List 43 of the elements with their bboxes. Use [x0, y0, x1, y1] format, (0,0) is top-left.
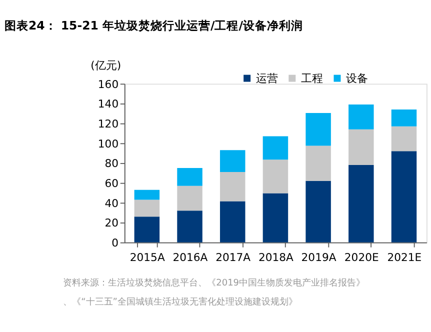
- bar: [220, 172, 246, 202]
- bar: [306, 112, 331, 146]
- bar: [262, 136, 288, 160]
- x-tick-label: 2020E: [344, 250, 379, 264]
- x-tick-label: 2019A: [301, 250, 337, 264]
- bar: [177, 186, 202, 211]
- legend-label: 运营: [256, 72, 278, 85]
- x-tick-label: 2021E: [387, 250, 422, 264]
- y-tick-label: 0: [112, 236, 119, 250]
- bar: [348, 165, 374, 242]
- bar: [348, 129, 374, 166]
- text: 资料来源：生活垃圾焚烧信息平台、《2019中国生物质发电产业排名报告》、《“十三五”全国城镇生活垃圾无害化处理设施建设规划》: [63, 278, 366, 308]
- y-tick-label: 80: [104, 157, 119, 170]
- bar: [348, 104, 374, 130]
- y-tick-label: 40: [104, 196, 119, 210]
- bar: [134, 216, 160, 242]
- x-tick-label: 2015A: [130, 250, 166, 264]
- y-axis-title: (亿元): [90, 58, 122, 72]
- bar: [391, 109, 417, 126]
- bar: [306, 146, 331, 181]
- y-tick-label: 100: [98, 137, 119, 150]
- y-tick-label: 140: [98, 98, 119, 111]
- bar: [177, 210, 202, 242]
- y-tick-label: 60: [104, 176, 119, 190]
- y-tick-label: 20: [104, 216, 119, 230]
- bar: [262, 193, 288, 242]
- x-tick-label: 2016A: [172, 250, 208, 264]
- bar: [306, 180, 331, 242]
- bar: [262, 160, 288, 194]
- bar: [220, 150, 246, 172]
- bar: [134, 190, 160, 200]
- y-tick-label: 160: [98, 78, 119, 91]
- y-tick-label: 120: [98, 117, 119, 130]
- chart-title: 图表24： 15-21 年垃圾焚烧行业运营/工程/设备净利润: [4, 18, 304, 33]
- bar: [177, 168, 202, 186]
- bar: [134, 200, 160, 217]
- x-tick-label: 2018A: [258, 250, 294, 264]
- bar: [391, 126, 417, 152]
- legend-label: 设备: [346, 72, 368, 85]
- x-tick-label: 2017A: [216, 250, 252, 264]
- bar: [391, 151, 417, 242]
- bar: [220, 201, 246, 242]
- legend-label: 工程: [301, 72, 324, 85]
